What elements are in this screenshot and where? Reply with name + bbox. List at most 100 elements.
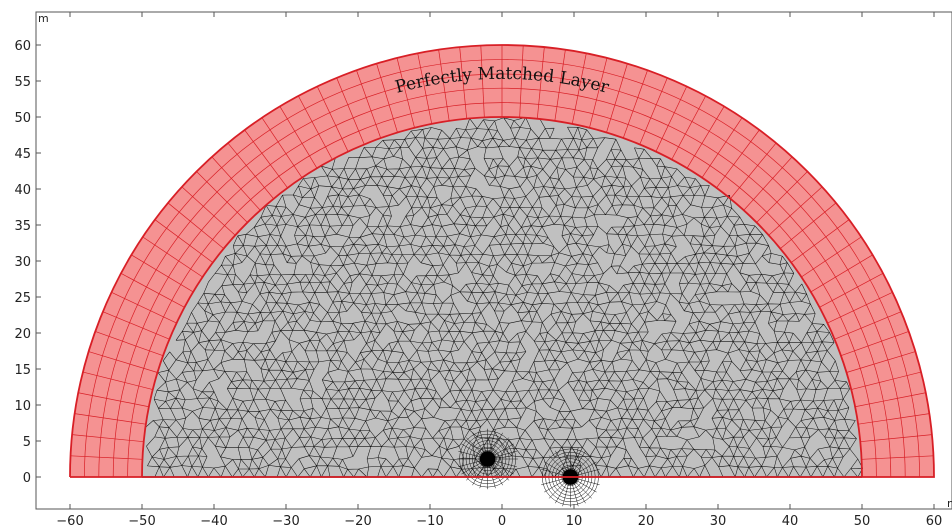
pml-radial-line bbox=[846, 351, 916, 373]
pml-radial-line bbox=[622, 70, 648, 139]
pml-radial-line bbox=[554, 49, 566, 121]
pml-radial-line bbox=[70, 455, 143, 460]
pml-radial-line bbox=[298, 95, 333, 160]
pml-radial-line bbox=[78, 392, 149, 408]
pml-radial-line bbox=[756, 171, 808, 223]
pml-radial-line bbox=[768, 186, 823, 236]
pml-arc-line bbox=[112, 87, 892, 478]
pml-radial-line bbox=[606, 63, 628, 133]
pml-radial-line bbox=[336, 77, 365, 145]
pml-radial-line bbox=[211, 156, 261, 211]
x-tick-label: −50 bbox=[128, 514, 155, 529]
y-tick-label: 5 bbox=[23, 435, 31, 450]
pml-radial-line bbox=[82, 371, 153, 390]
x-tick-label: 0 bbox=[498, 514, 506, 529]
pml-radial-line bbox=[459, 47, 468, 119]
pml-radial-line bbox=[417, 53, 433, 124]
pml-radial-line bbox=[730, 142, 777, 199]
refined-mesh-cluster bbox=[457, 428, 518, 490]
x-tick-label: 40 bbox=[782, 514, 799, 529]
pml-radial-line bbox=[589, 57, 608, 128]
pml-radial-line bbox=[858, 413, 930, 425]
y-axis-unit: m bbox=[38, 12, 49, 25]
pml-inner-boundary bbox=[141, 116, 863, 478]
y-tick-label: 20 bbox=[14, 327, 31, 342]
pml-radial-line bbox=[181, 186, 236, 236]
pml-radial-line bbox=[686, 106, 725, 169]
pml-radial-line bbox=[671, 95, 706, 160]
pml-radial-line bbox=[154, 219, 214, 263]
pml-radial-line bbox=[111, 291, 177, 324]
pml-arc-line bbox=[127, 102, 877, 478]
x-tick-label: 30 bbox=[710, 514, 727, 529]
pml-radial-line bbox=[855, 392, 926, 408]
pml-radial-line bbox=[716, 129, 760, 189]
x-tick-label: 10 bbox=[566, 514, 583, 529]
pml-radial-line bbox=[227, 142, 274, 199]
pml-radial-line bbox=[102, 311, 170, 340]
pml-radial-line bbox=[142, 236, 203, 278]
pml-radial-line bbox=[120, 273, 185, 308]
pml-radial-line bbox=[861, 455, 934, 460]
pml-outer-boundary bbox=[69, 44, 935, 478]
pml-radial-line bbox=[819, 273, 884, 308]
perfectly-matched-layer bbox=[70, 45, 934, 478]
y-tick-label: 45 bbox=[14, 147, 31, 162]
y-tick-label: 60 bbox=[14, 39, 31, 54]
pml-radial-line bbox=[261, 117, 303, 178]
pml-radial-line bbox=[131, 254, 194, 293]
pml-radial-line bbox=[701, 117, 743, 178]
pml-radial-line bbox=[74, 413, 146, 425]
pml-radial-line bbox=[95, 331, 164, 357]
pml-radial-line bbox=[196, 171, 248, 223]
pml-radial-line bbox=[743, 156, 793, 211]
pml-radial-line bbox=[810, 254, 873, 293]
pml-arc-line bbox=[98, 73, 906, 478]
y-tick-label: 55 bbox=[14, 75, 31, 90]
axes: −60 −50 −40 −30 −20 −10 0 10 20 30 40 50 60 0 5 10 15 20 2… bbox=[14, 12, 942, 529]
x-tick-label: 20 bbox=[638, 514, 655, 529]
x-tick-label: −60 bbox=[56, 514, 83, 529]
x-tick-label: −20 bbox=[344, 514, 371, 529]
pml-radial-line bbox=[244, 129, 288, 189]
y-tick-label: 35 bbox=[14, 219, 31, 234]
x-tick-label: −40 bbox=[200, 514, 227, 529]
pml-radial-line bbox=[396, 57, 415, 128]
pml-radial-line bbox=[316, 86, 349, 152]
pml-radial-line bbox=[780, 202, 837, 249]
pml-radial-line bbox=[801, 236, 862, 278]
y-tick-label: 0 bbox=[23, 471, 31, 486]
y-tick-label: 40 bbox=[14, 183, 31, 198]
pml-radial-line bbox=[840, 331, 909, 357]
pml-region bbox=[70, 45, 934, 477]
pml-radial-line bbox=[536, 47, 545, 119]
pml-radial-line bbox=[834, 311, 902, 340]
pml-grid bbox=[70, 45, 934, 478]
x-tick-label: −30 bbox=[272, 514, 299, 529]
pml-radial-line bbox=[571, 53, 587, 124]
y-tick-label: 15 bbox=[14, 363, 31, 378]
pml-radial-line bbox=[72, 434, 144, 443]
pml-radial-line bbox=[167, 202, 224, 249]
pml-radial-line bbox=[376, 63, 398, 133]
y-tick-label: 50 bbox=[14, 111, 31, 126]
x-tick-label: 60 bbox=[926, 514, 943, 529]
pml-radial-line bbox=[655, 86, 688, 152]
pml-radial-line bbox=[480, 45, 485, 118]
pml-radial-line bbox=[88, 351, 158, 373]
pml-radial-line bbox=[827, 291, 893, 324]
pml-arc-line bbox=[84, 59, 920, 478]
pml-radial-line bbox=[279, 106, 318, 169]
pml-radial-line bbox=[438, 49, 450, 121]
y-tick-label: 30 bbox=[14, 255, 31, 270]
x-tick-label: 50 bbox=[854, 514, 871, 529]
pml-radial-line bbox=[519, 45, 524, 118]
y-tick-label: 25 bbox=[14, 291, 31, 306]
refined-core bbox=[479, 451, 496, 467]
pml-radial-line bbox=[851, 371, 922, 390]
pml-radial-line bbox=[860, 434, 932, 443]
y-tick-label: 10 bbox=[14, 399, 31, 414]
x-axis-unit: m bbox=[947, 497, 952, 510]
x-tick-label: −10 bbox=[416, 514, 443, 529]
